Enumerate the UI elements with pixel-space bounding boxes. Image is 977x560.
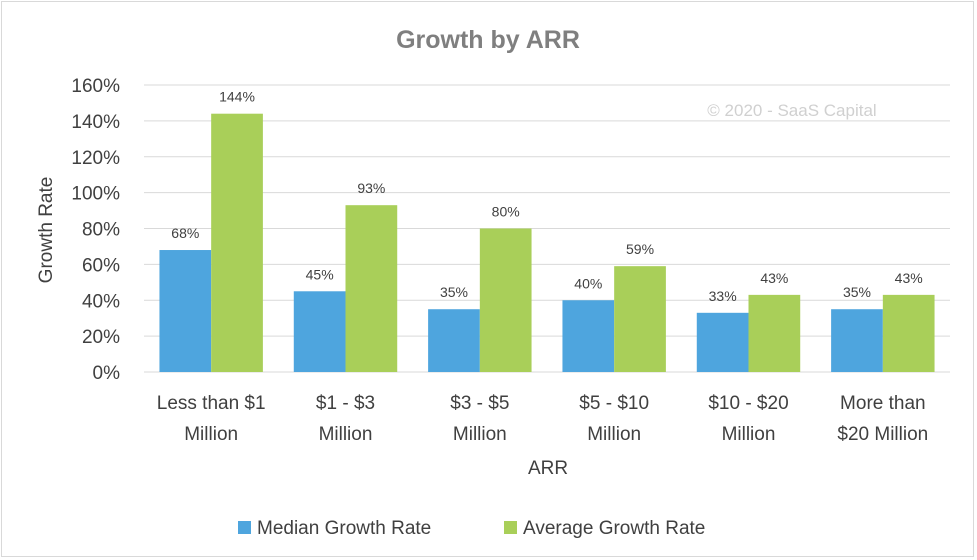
bar-median xyxy=(562,300,615,372)
bar-average xyxy=(748,294,801,372)
data-label: 43% xyxy=(760,270,788,286)
bar-median xyxy=(293,291,346,372)
legend: Median Growth Rate Average Growth Rate xyxy=(238,518,705,539)
x-category-label: Less than $1 xyxy=(157,393,266,414)
data-label: 93% xyxy=(357,180,385,196)
bar-average xyxy=(345,205,398,372)
watermark: © 2020 - SaaS Capital xyxy=(707,101,876,120)
data-label: 43% xyxy=(895,270,923,286)
gridlines xyxy=(144,84,950,373)
y-tick-label: 160% xyxy=(71,76,120,97)
bar-average xyxy=(479,228,532,372)
y-tick-label: 20% xyxy=(82,327,120,348)
y-tick-label: 120% xyxy=(71,148,120,169)
y-axis-ticks: 0% 20% 40% 60% 80% 100% 120% 140% 160% xyxy=(71,76,120,384)
x-category-label: Million xyxy=(453,424,507,445)
data-label: 144% xyxy=(219,89,255,105)
data-label: 35% xyxy=(843,284,871,300)
bar-median xyxy=(696,312,749,372)
y-tick-label: 100% xyxy=(71,184,120,205)
bar-median xyxy=(428,309,480,372)
legend-swatch xyxy=(238,521,251,534)
data-label: 35% xyxy=(440,284,468,300)
bar-average xyxy=(211,113,263,372)
data-label: 45% xyxy=(306,266,334,282)
y-axis-title: Growth Rate xyxy=(36,177,57,284)
data-label: 33% xyxy=(709,288,737,304)
bars xyxy=(159,113,935,372)
y-tick-label: 40% xyxy=(82,291,120,312)
x-category-label: More than xyxy=(840,393,926,414)
data-labels: 68% 144% 45% 93% 35% 80% 40% 59% 33% 43% 35% 43% xyxy=(171,89,922,304)
legend-label: Average Growth Rate xyxy=(523,518,705,539)
y-tick-label: 60% xyxy=(82,255,120,276)
y-tick-label: 80% xyxy=(82,220,120,241)
x-axis-categories: Less than $1 Million $1 - $3 Million $3 - $5… xyxy=(157,393,928,445)
legend-swatch xyxy=(504,521,517,534)
x-category-label: $1 - $3 xyxy=(316,393,375,414)
bar-average xyxy=(882,294,935,372)
data-label: 40% xyxy=(574,275,602,291)
chart-title: Growth by ARR xyxy=(396,26,580,54)
data-label: 68% xyxy=(171,225,199,241)
y-tick-label: 0% xyxy=(93,363,121,384)
legend-label: Median Growth Rate xyxy=(257,518,431,539)
x-category-label: Million xyxy=(184,424,238,445)
x-category-label: $5 - $10 xyxy=(579,393,649,414)
bar-median xyxy=(831,309,883,372)
x-category-label: $20 Million xyxy=(837,424,928,445)
x-category-label: Million xyxy=(319,424,373,445)
bar-median xyxy=(159,250,212,372)
x-category-label: $10 - $20 xyxy=(708,393,788,414)
x-axis-title: ARR xyxy=(528,458,568,479)
x-category-label: Million xyxy=(587,424,641,445)
y-tick-label: 140% xyxy=(71,112,120,133)
x-category-label: Million xyxy=(722,424,776,445)
data-label: 80% xyxy=(492,204,520,220)
data-label: 59% xyxy=(626,241,654,257)
bar-average xyxy=(614,266,666,372)
x-category-label: $3 - $5 xyxy=(450,393,509,414)
